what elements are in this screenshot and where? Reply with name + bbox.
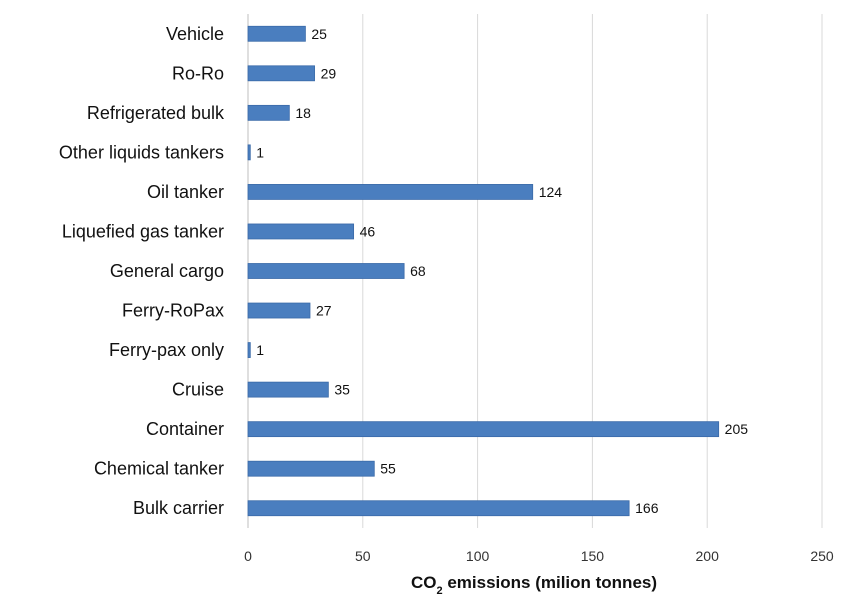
category-label: Ferry-RoPax <box>122 301 224 321</box>
bar <box>247 460 375 477</box>
bar <box>247 263 405 279</box>
x-tick-label: 100 <box>466 548 490 564</box>
data-label: 1 <box>256 144 264 160</box>
data-label: 124 <box>539 184 563 200</box>
x-tick-label: 150 <box>581 548 605 564</box>
bars <box>247 25 720 517</box>
category-label: Ro-Ro <box>172 63 224 83</box>
data-label: 55 <box>380 461 396 477</box>
bar <box>247 381 329 398</box>
category-label: Bulk carrier <box>133 498 224 518</box>
category-label: General cargo <box>110 261 224 281</box>
category-label: Chemical tanker <box>94 459 224 479</box>
category-label: Refrigerated bulk <box>87 103 225 123</box>
data-label: 27 <box>316 303 332 319</box>
x-tick-labels: 0 50 100 150 200 250 <box>244 548 834 564</box>
data-label: 29 <box>321 65 337 81</box>
data-label: 46 <box>360 223 376 239</box>
bar <box>247 302 311 319</box>
bar <box>247 342 251 358</box>
category-label: Vehicle <box>166 24 224 44</box>
category-label: Ferry-pax only <box>109 340 224 360</box>
bar <box>247 104 290 121</box>
gridlines <box>362 14 823 528</box>
data-label: 68 <box>410 263 426 279</box>
data-labels: 25 29 18 1 124 46 68 27 1 35 205 55 166 <box>256 26 748 516</box>
data-label: 205 <box>725 421 749 437</box>
bar <box>247 184 534 200</box>
bar <box>247 223 355 240</box>
category-labels: Vehicle Ro-Ro Refrigerated bulk Other liqui… <box>59 24 225 518</box>
x-axis-title-rest: emissions (milion tonnes) <box>443 573 657 592</box>
bar <box>247 421 720 438</box>
x-axis-title-sub: 2 <box>436 585 442 597</box>
bar <box>247 144 251 161</box>
x-tick-label: 250 <box>810 548 834 564</box>
data-label: 1 <box>256 342 264 358</box>
x-axis-title: CO2 emissions (milion tonnes) <box>411 573 657 597</box>
data-label: 25 <box>311 26 327 42</box>
x-tick-label: 50 <box>355 548 371 564</box>
data-label: 166 <box>635 500 659 516</box>
x-tick-label: 0 <box>244 548 252 564</box>
bar <box>247 25 306 42</box>
data-label: 18 <box>295 105 311 121</box>
category-label: Other liquids tankers <box>59 142 224 162</box>
bar <box>247 65 315 82</box>
bar <box>247 500 630 517</box>
x-axis-title-main: CO <box>411 573 437 592</box>
category-label: Container <box>146 419 224 439</box>
category-label: Oil tanker <box>147 182 224 202</box>
x-tick-label: 200 <box>696 548 720 564</box>
category-label: Cruise <box>172 380 224 400</box>
category-label: Liquefied gas tanker <box>62 221 224 241</box>
data-label: 35 <box>334 382 350 398</box>
